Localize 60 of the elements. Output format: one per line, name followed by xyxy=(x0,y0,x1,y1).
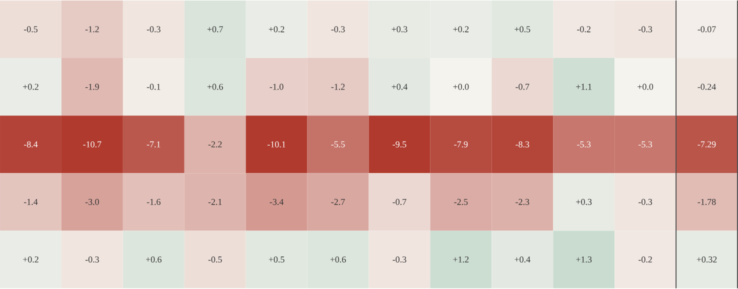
data-label: +0.6 xyxy=(146,256,162,263)
data-label: -3.4 xyxy=(270,199,284,206)
data-label: -7.29 xyxy=(698,141,716,148)
data-label: +0.3 xyxy=(392,26,408,32)
data-label: -9.5 xyxy=(392,141,406,148)
data-label: +0.32 xyxy=(696,256,717,263)
data-label: -0.3 xyxy=(638,26,652,32)
data-label: -5.5 xyxy=(331,142,345,148)
data-label: +1.1 xyxy=(576,84,592,90)
data-label: -0.3 xyxy=(85,256,99,263)
data-label: -1.9 xyxy=(85,84,99,90)
data-label: +0.2 xyxy=(23,256,38,263)
data-label: -0.7 xyxy=(392,199,406,206)
data-label: -10.1 xyxy=(268,141,286,148)
data-label: -5.3 xyxy=(577,141,591,148)
data-label: -0.5 xyxy=(208,256,222,263)
data-label: -2.7 xyxy=(331,199,345,206)
data-label: -7.9 xyxy=(454,141,468,148)
data-label: -2.5 xyxy=(454,199,468,206)
data-label: -0.3 xyxy=(638,199,652,206)
data-label: -0.3 xyxy=(392,256,406,263)
data-label: +0.3 xyxy=(576,199,592,206)
data-label: -1.78 xyxy=(698,199,716,206)
data-label: +0.7 xyxy=(207,26,223,32)
data-label: -0.3 xyxy=(146,26,160,32)
data-label: -7.1 xyxy=(146,141,160,148)
data-label: -0.3 xyxy=(331,26,345,32)
data-label: -0.2 xyxy=(638,256,652,263)
data-label: -1.4 xyxy=(24,199,38,206)
data-label: +0.6 xyxy=(330,256,346,263)
data-label: -1.2 xyxy=(331,84,345,90)
data-label: +0.5 xyxy=(514,26,530,32)
data-label: +0.6 xyxy=(207,84,223,90)
data-label: -0.5 xyxy=(24,26,38,32)
data-label: -8.4 xyxy=(24,141,38,148)
data-label: +0.2 xyxy=(23,84,38,90)
data-label: +0.5 xyxy=(268,256,284,263)
data-label: -2.1 xyxy=(208,199,222,206)
data-label: -2.2 xyxy=(208,141,222,148)
data-label: +0.2 xyxy=(268,26,284,32)
data-label: -10.7 xyxy=(83,141,102,148)
data-label: -0.24 xyxy=(698,84,716,90)
data-label: -0.1 xyxy=(146,84,160,90)
data-label: +0.0 xyxy=(638,84,654,90)
data-label: -1.6 xyxy=(146,199,160,206)
data-label: +0.4 xyxy=(514,256,530,263)
data-label: -0.2 xyxy=(577,26,590,32)
data-label: -3.0 xyxy=(85,199,99,206)
data-label: +1.2 xyxy=(453,256,469,263)
data-label: -1.2 xyxy=(85,26,99,32)
data-label: +0.2 xyxy=(453,26,469,32)
data-label: +1.3 xyxy=(576,256,592,263)
data-label: +0.4 xyxy=(392,84,408,90)
data-label: -8.3 xyxy=(516,141,530,148)
data-label: -2.3 xyxy=(516,199,530,206)
data-label: +0.0 xyxy=(453,84,469,90)
data-label: -0.07 xyxy=(698,26,716,32)
data-label: -1.0 xyxy=(270,84,284,90)
data-label: -5.3 xyxy=(638,141,652,148)
data-label: -0.7 xyxy=(516,84,530,90)
